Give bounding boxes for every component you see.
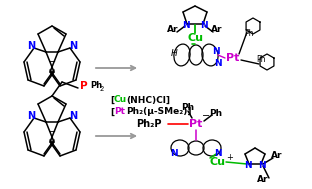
Text: Cu: Cu — [210, 157, 226, 167]
Text: N: N — [27, 41, 35, 51]
Text: Cu: Cu — [114, 95, 127, 105]
Text: Pt: Pt — [114, 108, 125, 116]
Text: N: N — [69, 111, 77, 121]
Text: N: N — [212, 46, 220, 56]
Text: Ar: Ar — [271, 152, 283, 160]
Text: Ar: Ar — [257, 176, 269, 184]
Text: N: N — [214, 149, 222, 159]
Text: N: N — [182, 22, 190, 30]
Text: −: − — [48, 57, 56, 67]
Text: Ph: Ph — [244, 29, 254, 39]
Text: −: − — [48, 127, 56, 137]
Text: N: N — [200, 22, 208, 30]
Text: Ph₂(μ-SMe₂)]: Ph₂(μ-SMe₂)] — [126, 108, 192, 116]
Text: Ph: Ph — [182, 104, 195, 112]
Text: P: P — [80, 81, 88, 91]
Text: Ar: Ar — [211, 26, 223, 35]
Text: N: N — [258, 161, 266, 170]
Text: N: N — [69, 41, 77, 51]
Text: N: N — [244, 161, 252, 170]
Text: Ph₂P: Ph₂P — [137, 119, 162, 129]
Text: Ph: Ph — [256, 56, 266, 64]
Text: (NHC)Cl]: (NHC)Cl] — [126, 95, 170, 105]
Text: +: + — [227, 153, 233, 163]
Text: Pt: Pt — [226, 53, 240, 63]
Text: H: H — [171, 49, 178, 57]
Text: 2: 2 — [100, 86, 104, 92]
Text: N: N — [27, 111, 35, 121]
Text: N: N — [170, 149, 178, 159]
Text: Ar: Ar — [167, 26, 179, 35]
Text: Pt: Pt — [189, 119, 203, 129]
Text: N: N — [214, 59, 222, 67]
Text: [: [ — [110, 108, 114, 116]
Text: Ph: Ph — [209, 109, 222, 119]
Text: Cu: Cu — [187, 33, 203, 43]
Text: −: − — [202, 111, 210, 121]
Text: [: [ — [110, 95, 114, 105]
Text: Ph: Ph — [90, 81, 102, 91]
